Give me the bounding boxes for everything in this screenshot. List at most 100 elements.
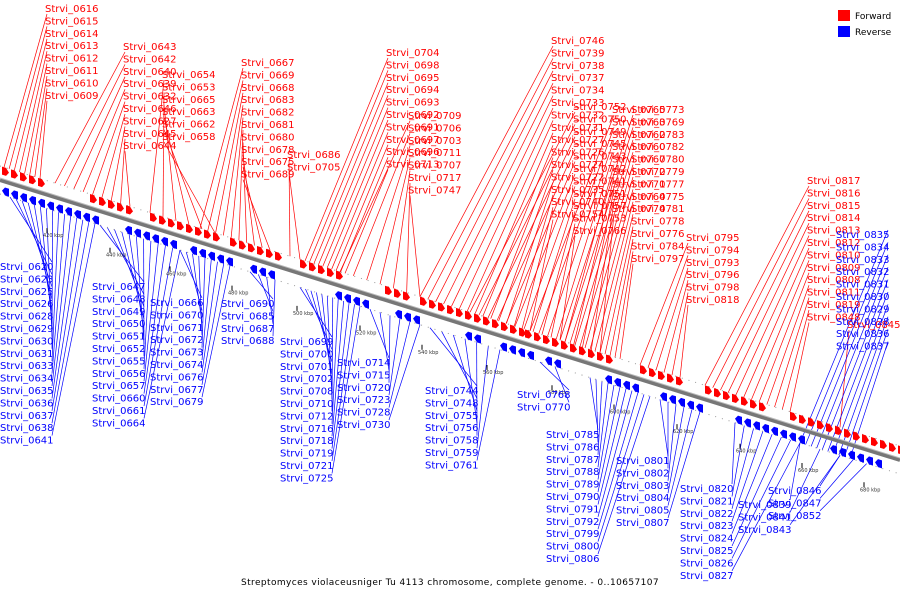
reverse-gene-label: Strvi_0833 bbox=[836, 255, 890, 266]
reverse-gene-arrow bbox=[518, 348, 525, 357]
reverse-gene-label: Strvi_0651 bbox=[92, 332, 146, 343]
reverse-gene-label: Strvi_0836 bbox=[836, 329, 890, 340]
reverse-gene-label: Strvi_0806 bbox=[546, 554, 600, 565]
forward-gene-label: Strvi_0614 bbox=[45, 29, 99, 40]
forward-gene-label: Strvi_0667 bbox=[241, 58, 295, 69]
reverse-gene-arrow bbox=[605, 375, 612, 384]
reverse-gene-label: Strvi_0666 bbox=[150, 298, 204, 309]
forward-gene-label: Strvi_0797 bbox=[631, 254, 685, 265]
reverse-gene-label: Strvi_0792 bbox=[546, 517, 600, 528]
reverse-gene-label: Strvi_0788 bbox=[546, 467, 600, 478]
reverse-gene-label: Strvi_0700 bbox=[280, 349, 334, 360]
reverse-gene-arrow bbox=[789, 432, 796, 441]
reverse-gene-arrow bbox=[152, 234, 159, 243]
forward-connector bbox=[380, 158, 410, 284]
forward-gene-label: Strvi_0780 bbox=[631, 155, 685, 166]
reverse-connector bbox=[820, 455, 840, 486]
reverse-gene-arrow bbox=[226, 257, 233, 266]
reverse-gene-label: Strvi_0830 bbox=[836, 292, 890, 303]
forward-gene-arrow bbox=[385, 286, 392, 295]
forward-gene-label: Strvi_0795 bbox=[686, 233, 740, 244]
reverse-gene-label: Strvi_0785 bbox=[546, 430, 600, 441]
reverse-gene-arrow bbox=[866, 456, 873, 465]
reverse-gene-label: Strvi_0823 bbox=[680, 521, 734, 532]
forward-gene-label: Strvi_0705 bbox=[287, 162, 341, 173]
forward-gene-arrow bbox=[248, 243, 255, 252]
reverse-gene-label: Strvi_0650 bbox=[92, 319, 146, 330]
forward-gene-arrow bbox=[126, 205, 133, 214]
reverse-gene-label: Strvi_0847 bbox=[768, 498, 822, 509]
reverse-gene-arrow bbox=[362, 300, 369, 309]
forward-gene-label: Strvi_0746 bbox=[551, 36, 605, 47]
reverse-gene-arrow bbox=[38, 199, 45, 208]
forward-gene-arrow bbox=[732, 394, 739, 403]
forward-connector bbox=[323, 108, 388, 267]
reverse-gene-arrow bbox=[744, 418, 751, 427]
forward-gene-arrow bbox=[447, 305, 454, 314]
reverse-gene-label: Strvi_0787 bbox=[546, 455, 600, 466]
reverse-gene-label: Strvi_0676 bbox=[150, 372, 204, 383]
reverse-gene-label: Strvi_0825 bbox=[680, 546, 734, 557]
reverse-connector bbox=[52, 222, 89, 424]
forward-gene-label: Strvi_0766 bbox=[573, 226, 627, 237]
forward-gene-arrow bbox=[177, 221, 184, 230]
forward-gene-arrow bbox=[510, 325, 517, 334]
forward-gene-label: Strvi_0793 bbox=[686, 258, 740, 269]
reverse-legend-label: Reverse bbox=[855, 28, 892, 38]
forward-gene-arrow bbox=[871, 437, 878, 446]
forward-connector bbox=[410, 195, 420, 296]
tick-label: 480 kbp bbox=[228, 291, 248, 297]
reverse-gene-arrow bbox=[259, 268, 266, 277]
reverse-connector bbox=[540, 362, 569, 390]
forward-gene-arrow bbox=[799, 415, 806, 424]
reverse-gene-label: Strvi_0701 bbox=[280, 362, 334, 373]
forward-gene-arrow bbox=[889, 443, 896, 452]
reverse-gene-label: Strvi_0744 bbox=[425, 386, 479, 397]
forward-gene-arrow bbox=[117, 202, 124, 211]
forward-gene-label: Strvi_0734 bbox=[551, 86, 605, 97]
forward-gene-arrow bbox=[741, 397, 748, 406]
forward-gene-label: Strvi_0798 bbox=[686, 283, 740, 294]
tick-label: 560 kbp bbox=[483, 370, 503, 376]
forward-gene-label: Strvi_0694 bbox=[386, 85, 440, 96]
forward-connector bbox=[751, 260, 809, 399]
reverse-gene-label: Strvi_0718 bbox=[280, 436, 334, 447]
forward-gene-arrow bbox=[465, 311, 472, 320]
forward-gene-label: Strvi_0753 bbox=[573, 214, 627, 225]
forward-gene-label: Strvi_0654 bbox=[162, 70, 216, 81]
reverse-gene-label: Strvi_0768 bbox=[517, 390, 571, 401]
forward-gene-label: Strvi_0814 bbox=[807, 213, 861, 224]
reverse-gene-arrow bbox=[161, 237, 168, 246]
reverse-gene-arrow bbox=[509, 345, 516, 354]
reverse-gene-label: Strvi_0761 bbox=[425, 460, 479, 471]
reverse-gene-label: Strvi_0725 bbox=[280, 473, 334, 484]
reverse-gene-label: Strvi_0661 bbox=[92, 406, 146, 417]
reverse-gene-arrow bbox=[632, 384, 639, 393]
forward-gene-label: Strvi_0686 bbox=[287, 150, 341, 161]
reverse-gene-arrow bbox=[353, 297, 360, 306]
forward-gene-label: Strvi_0816 bbox=[807, 188, 861, 199]
reverse-gene-arrow bbox=[83, 213, 90, 222]
reverse-gene-label: Strvi_0826 bbox=[680, 558, 734, 569]
reverse-gene-label: Strvi_0801 bbox=[616, 456, 670, 467]
forward-connector bbox=[93, 102, 126, 195]
reverse-gene-label: Strvi_0634 bbox=[0, 374, 54, 385]
forward-gene-label: Strvi_0738 bbox=[551, 61, 605, 72]
reverse-gene-label: Strvi_0828 bbox=[836, 317, 890, 328]
reverse-gene-label: Strvi_0822 bbox=[680, 509, 734, 520]
forward-gene-label: Strvi_0658 bbox=[162, 132, 216, 143]
reverse-gene-arrow bbox=[56, 204, 63, 213]
reverse-gene-arrow bbox=[696, 403, 703, 412]
tick-label: 680 kbp bbox=[860, 487, 880, 493]
reverse-gene-label: Strvi_0674 bbox=[150, 360, 204, 371]
tick-label: 660 kbp bbox=[798, 468, 818, 474]
reverse-gene-arrow bbox=[500, 342, 507, 351]
forward-gene-label: Strvi_0681 bbox=[241, 120, 295, 131]
reverse-gene-label: Strvi_0831 bbox=[836, 280, 890, 291]
forward-gene-arrow bbox=[862, 434, 869, 443]
reverse-gene-arrow bbox=[798, 435, 805, 444]
reverse-gene-label: Strvi_0837 bbox=[836, 342, 890, 353]
forward-gene-arrow bbox=[519, 327, 526, 336]
reverse-gene-arrow bbox=[404, 313, 411, 322]
